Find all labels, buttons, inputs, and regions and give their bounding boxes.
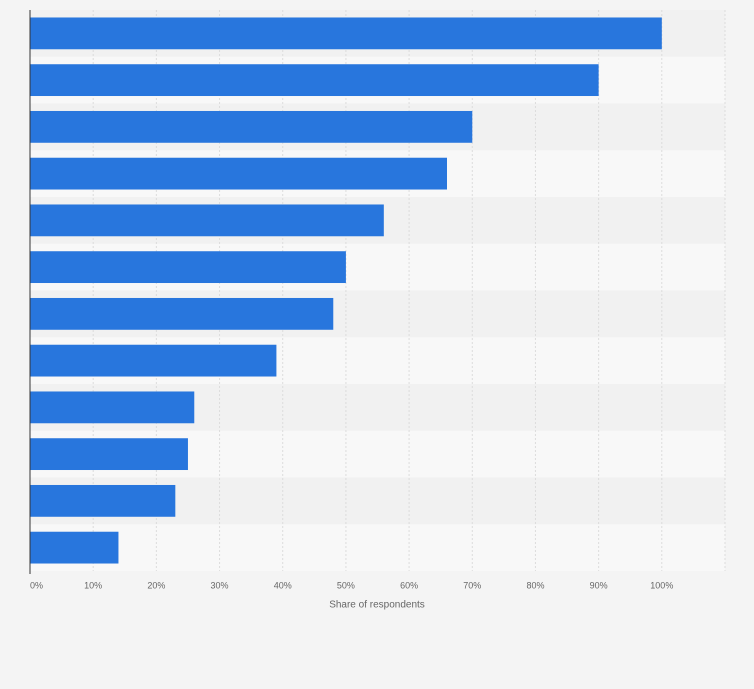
x-tick-label: 60% (400, 580, 418, 590)
x-tick-label: 50% (337, 580, 355, 590)
x-axis-title: Share of respondents (329, 600, 425, 611)
x-tick-label: 10% (84, 580, 102, 590)
bar (30, 251, 346, 284)
x-tick-label: 40% (274, 580, 292, 590)
x-tick-label: 100% (650, 580, 673, 590)
x-tick-label: 90% (590, 580, 608, 590)
bar (30, 391, 195, 424)
bar (30, 204, 384, 237)
x-tick-label: 0% (30, 580, 43, 590)
bar (30, 17, 662, 50)
x-tick-label: 30% (211, 580, 229, 590)
bar (30, 438, 188, 471)
row-band (30, 524, 725, 571)
bar (30, 157, 447, 190)
x-tick-label: 20% (147, 580, 165, 590)
bar (30, 344, 277, 377)
bar (30, 484, 176, 517)
bar (30, 297, 334, 330)
bar (30, 64, 599, 97)
x-tick-label: 70% (463, 580, 481, 590)
bar (30, 531, 119, 564)
x-tick-label: 80% (526, 580, 544, 590)
bar (30, 110, 473, 143)
